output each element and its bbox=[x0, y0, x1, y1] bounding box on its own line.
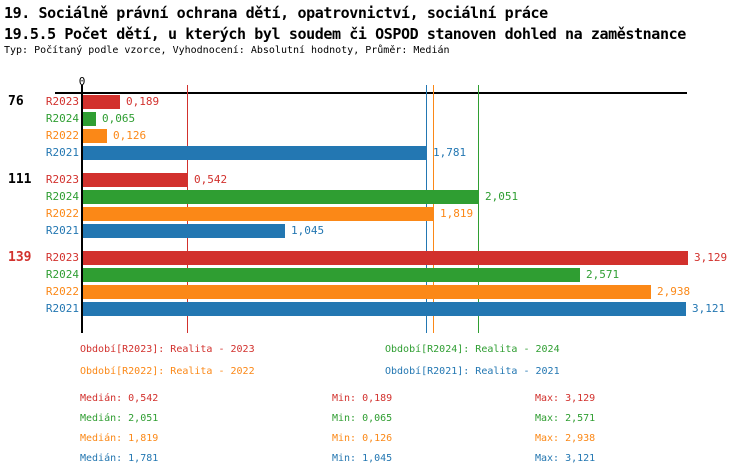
stat-median-r2024: Medián: 2,051 bbox=[80, 413, 159, 424]
bar-R2023 bbox=[83, 95, 120, 109]
axis-zero-gridline bbox=[81, 85, 83, 333]
bar-R2022 bbox=[83, 207, 434, 221]
page-title-line1: 19. Sociálně právní ochrana dětí, opatro… bbox=[4, 4, 548, 22]
bar-series-label-R2022: R2022 bbox=[45, 129, 79, 142]
bar-series-label-R2023: R2023 bbox=[45, 251, 79, 264]
bar-series-label-R2024: R2024 bbox=[45, 268, 79, 281]
median-line-R2024 bbox=[478, 85, 479, 333]
stat-median-r2022: Medián: 1,819 bbox=[80, 433, 159, 444]
bar-value-R2023: 0,542 bbox=[194, 173, 228, 186]
bar-R2021 bbox=[83, 224, 285, 238]
stat-median-r2023: Medián: 0,542 bbox=[80, 393, 159, 404]
bar-R2022 bbox=[83, 129, 107, 143]
bar-series-label-R2022: R2022 bbox=[45, 207, 79, 220]
bar-R2023 bbox=[83, 173, 188, 187]
bar-value-R2023: 0,189 bbox=[126, 95, 160, 108]
legend-item-r2024: Období[R2024]: Realita - 2024 bbox=[385, 344, 560, 355]
bar-value-R2024: 0,065 bbox=[102, 112, 136, 125]
axis-line bbox=[55, 92, 687, 94]
bar-R2024 bbox=[83, 190, 479, 204]
bar-R2024 bbox=[83, 268, 580, 282]
axis-zero-label: 0 bbox=[78, 75, 86, 88]
legend-item-r2021: Období[R2021]: Realita - 2021 bbox=[385, 366, 560, 377]
bar-series-label-R2023: R2023 bbox=[45, 95, 79, 108]
bar-R2022 bbox=[83, 285, 651, 299]
bar-value-R2022: 1,819 bbox=[440, 207, 474, 220]
stat-max-r2021: Max: 3,121 bbox=[535, 453, 596, 464]
bar-series-label-R2024: R2024 bbox=[45, 112, 79, 125]
bar-R2024 bbox=[83, 112, 96, 126]
bar-value-R2024: 2,051 bbox=[485, 190, 519, 203]
bar-value-R2021: 3,121 bbox=[692, 302, 726, 315]
bar-value-R2021: 1,045 bbox=[291, 224, 325, 237]
bar-series-label-R2023: R2023 bbox=[45, 173, 79, 186]
group-label: 111 bbox=[8, 172, 32, 187]
stat-max-r2023: Max: 3,129 bbox=[535, 393, 596, 404]
legend-item-r2023: Období[R2023]: Realita - 2023 bbox=[80, 344, 255, 355]
bar-R2021 bbox=[83, 146, 427, 160]
stat-max-r2022: Max: 2,938 bbox=[535, 433, 596, 444]
chart-subtitle: Typ: Počítaný podle vzorce, Vyhodnocení:… bbox=[4, 45, 450, 56]
bar-R2023 bbox=[83, 251, 688, 265]
stat-min-r2024: Min: 0,065 bbox=[332, 413, 393, 424]
page-title-line2: 19.5.5 Počet dětí, u kterých byl soudem … bbox=[4, 25, 686, 43]
group-label: 76 bbox=[8, 94, 24, 109]
bar-series-label-R2021: R2021 bbox=[45, 146, 79, 159]
bar-value-R2022: 0,126 bbox=[113, 129, 147, 142]
bar-value-R2023: 3,129 bbox=[694, 251, 728, 264]
stat-max-r2024: Max: 2,571 bbox=[535, 413, 596, 424]
bar-series-label-R2022: R2022 bbox=[45, 285, 79, 298]
stat-min-r2021: Min: 1,045 bbox=[332, 453, 393, 464]
stat-min-r2022: Min: 0,126 bbox=[332, 433, 393, 444]
bar-series-label-R2021: R2021 bbox=[45, 224, 79, 237]
bar-value-R2022: 2,938 bbox=[657, 285, 691, 298]
bar-value-R2021: 1,781 bbox=[433, 146, 467, 159]
bar-value-R2024: 2,571 bbox=[586, 268, 620, 281]
stat-median-r2021: Medián: 1,781 bbox=[80, 453, 159, 464]
stat-min-r2023: Min: 0,189 bbox=[332, 393, 393, 404]
bar-R2021 bbox=[83, 302, 686, 316]
bar-series-label-R2021: R2021 bbox=[45, 302, 79, 315]
bar-series-label-R2024: R2024 bbox=[45, 190, 79, 203]
legend-item-r2022: Období[R2022]: Realita - 2022 bbox=[80, 366, 255, 377]
group-label: 139 bbox=[8, 250, 32, 265]
